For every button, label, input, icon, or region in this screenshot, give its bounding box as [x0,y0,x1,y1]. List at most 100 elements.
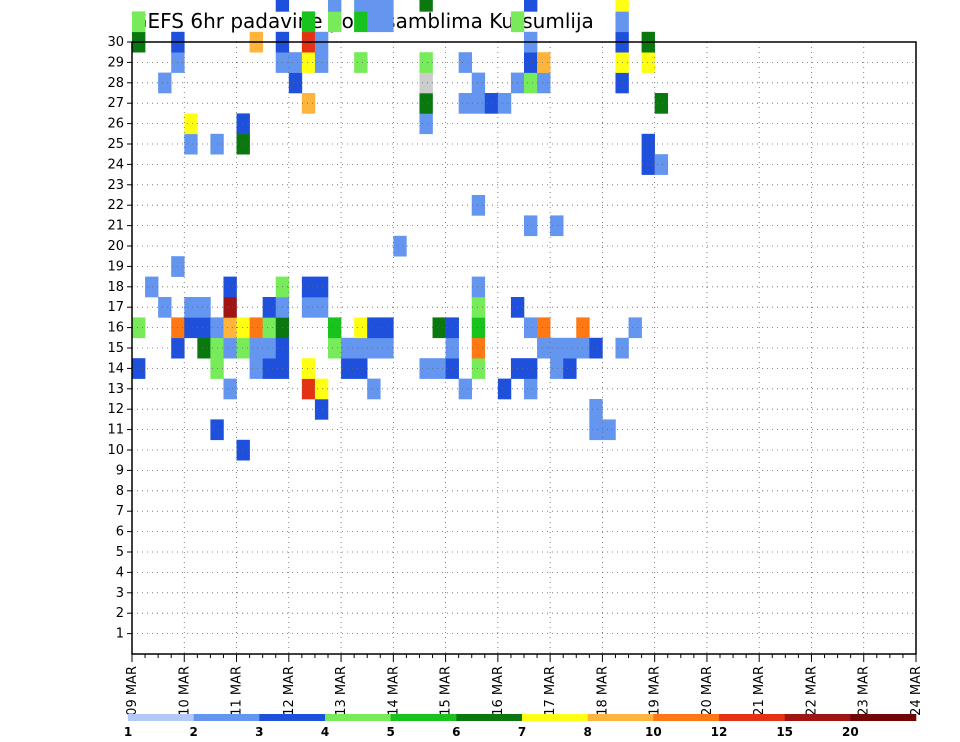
y-tick-label: 7 [116,504,124,519]
heatmap-cell [602,419,616,441]
x-tick-label: 09 MAR [125,666,140,716]
heatmap-cell [589,419,603,441]
heatmap-cell [458,93,473,114]
y-tick-label: 6 [116,525,124,540]
heatmap-cell [615,11,629,33]
colorbar-swatch [325,714,391,721]
colorbar-swatch [653,714,720,721]
heatmap-cell [471,337,486,359]
heatmap-cell [471,358,486,379]
y-tick-label: 25 [107,137,124,152]
y-tick-label: 2 [116,606,124,621]
colorbar-label: 7 [518,725,526,739]
colorbar-swatch [456,714,523,721]
heatmap-cell [301,297,316,318]
x-tick-label: 23 MAR [857,666,872,716]
heatmap-cell [589,399,603,420]
heatmap-cell [524,378,538,400]
heatmap-cell [524,215,538,237]
colorbar-swatch [259,714,326,721]
heatmap-cell [641,154,655,175]
heatmap-cell [432,358,446,379]
heatmap-cell [236,337,250,359]
heatmap-cell [301,93,316,114]
heatmap-cell [524,317,538,339]
heatmap-cell [419,113,433,135]
heatmap-cell [314,378,329,400]
y-tick-label: 18 [107,280,124,295]
y-tick-label: 4 [116,565,124,580]
heatmap-cell [354,337,368,359]
heatmap-cell [524,358,538,379]
colorbar-label: 12 [711,725,728,739]
colorbar-label: 3 [255,725,263,739]
heatmap-cell [524,0,538,12]
y-tick-label: 28 [107,76,124,91]
y-tick-label: 15 [107,341,124,356]
heatmap-cell [419,0,433,12]
x-tick-label: 21 MAR [752,666,767,716]
colorbar-swatch [587,714,654,721]
heatmap-cell [262,337,277,359]
y-tick-label: 21 [107,219,124,234]
heatmap-cell [354,358,368,379]
heatmap-cell [314,399,329,420]
heatmap-cell [471,72,486,94]
heatmap-cell [654,93,669,114]
colorbar-label: 5 [386,725,394,739]
colorbar-swatch [193,714,260,721]
heatmap-cell [328,11,342,33]
heatmap-cell [301,11,316,33]
heatmap-cell [132,11,146,33]
heatmap-cell [314,297,329,318]
heatmap-cell [184,133,198,155]
heatmap-cell [380,0,394,12]
heatmap-cell [471,297,486,318]
heatmap-cell [328,337,342,359]
y-tick-label: 13 [107,382,124,397]
y-tick-label: 11 [107,423,124,438]
y-tick-label: 29 [107,55,124,70]
heatmap-cell [497,378,512,400]
colorbar-swatch [128,714,194,721]
heatmap-cell [262,317,277,339]
x-tick-label: 16 MAR [491,666,506,716]
x-tick-label: 15 MAR [439,666,454,716]
colorbar-label: 10 [645,725,662,739]
x-tick-label: 13 MAR [334,666,349,716]
heatmap-cell [550,358,564,379]
y-tick-label: 12 [107,402,124,417]
y-tick-label: 30 [107,35,124,50]
heatmap-cell [537,337,551,359]
heatmap-cell [367,337,381,359]
heatmap-cell [471,195,486,216]
heatmap-cell [524,72,538,94]
heatmap-cell [301,52,316,73]
heatmap-cell [563,358,577,379]
heatmap-cell [524,52,538,73]
heatmap-cell [288,52,303,73]
heatmap-cell [432,317,446,339]
heatmap-cell [184,113,198,135]
y-tick-label: 10 [107,443,124,458]
heatmap-cell [419,72,433,94]
heatmap-cell [471,276,486,298]
x-tick-label: 20 MAR [700,666,715,716]
heatmap-cell [628,317,642,339]
heatmap-cell [158,297,172,318]
heatmap-cell [184,297,198,318]
y-tick-label: 3 [116,586,124,601]
heatmap-cell [236,113,250,135]
x-tick-label: 18 MAR [595,666,610,716]
heatmap-cell [197,297,211,318]
colorbar-label: 15 [776,725,793,739]
x-tick-label: 12 MAR [282,666,297,716]
heatmap-cell [419,358,433,379]
heatmap-cell [380,317,394,339]
heatmap-cell [654,154,669,175]
colorbar-label: 8 [583,725,591,739]
heatmap-cell [641,52,655,73]
y-tick-label: 27 [107,96,124,111]
heatmap-cell [419,52,433,73]
